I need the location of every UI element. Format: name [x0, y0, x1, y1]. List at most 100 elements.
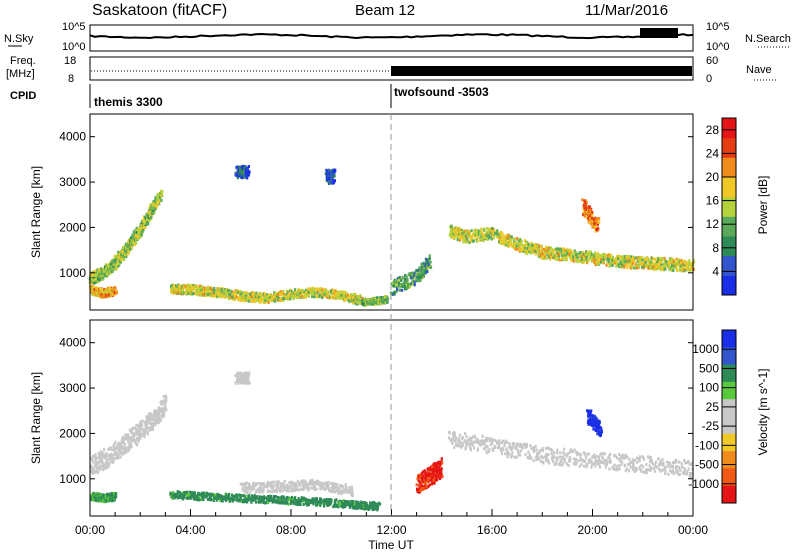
scatter-cell — [325, 295, 328, 299]
scatter-cell — [317, 289, 320, 293]
scatter-cell — [481, 238, 484, 242]
scatter-cell — [566, 248, 570, 252]
scatter-cell — [364, 506, 368, 510]
scatter-cell — [191, 491, 194, 495]
scatter-cell — [114, 267, 117, 270]
scatter-cell — [161, 412, 164, 416]
scatter-cell — [327, 500, 330, 504]
scatter-cell — [95, 496, 98, 500]
scatter-cell — [309, 287, 312, 291]
scatter-cell — [290, 295, 293, 299]
scatter-cell — [562, 251, 565, 255]
scatter-cell — [282, 290, 285, 293]
scatter-cell — [677, 258, 680, 262]
scatter-cell — [219, 496, 222, 500]
scatter-cell — [539, 254, 542, 258]
scatter-cell — [104, 274, 107, 278]
scatter-cell — [343, 505, 347, 509]
scatter-cell — [413, 280, 416, 284]
scatter-cell — [333, 174, 336, 178]
scatter-cell — [129, 444, 133, 448]
scatter-cell — [169, 491, 172, 495]
scatter-cell — [355, 503, 358, 506]
scatter-cell — [238, 290, 241, 293]
scatter-cell — [211, 492, 214, 496]
scatter-cell — [99, 458, 102, 462]
scatter-cell — [120, 445, 124, 448]
scatter-cell — [245, 170, 248, 174]
scatter-cell — [237, 172, 241, 176]
scatter-cell — [333, 504, 336, 508]
scatter-cell — [584, 254, 587, 258]
scatter-cell — [585, 258, 588, 262]
scatter-cell — [328, 171, 331, 175]
scatter-cell — [280, 290, 283, 294]
scatter-cell — [250, 500, 253, 504]
scatter-cell — [470, 236, 473, 240]
scatter-cell — [151, 422, 154, 426]
scatter-cell — [228, 498, 232, 502]
scatter-cell — [262, 496, 265, 500]
scatter-cell — [594, 227, 597, 231]
scatter-cell — [348, 503, 351, 507]
scatter-cell — [116, 446, 119, 450]
scatter-cell — [247, 169, 250, 173]
scatter-cell — [206, 292, 209, 296]
scatter-cell — [331, 175, 334, 179]
scatter-cell — [575, 254, 578, 258]
scatter-cell — [470, 229, 473, 233]
scatter-cell — [365, 502, 368, 506]
scatter-cell — [573, 249, 576, 253]
scatter-cell — [683, 259, 686, 263]
scatter-cell — [552, 254, 555, 258]
scatter-cell — [95, 492, 98, 496]
scatter-cell — [187, 288, 190, 292]
scatter-cell — [163, 399, 166, 403]
scatter-cell — [93, 281, 96, 285]
scatter-cell — [409, 282, 413, 286]
scatter-cell — [264, 296, 267, 300]
status-right-tick-top: 10^5 — [706, 21, 730, 33]
scatter-cell — [637, 256, 640, 260]
scatter-cell — [184, 490, 187, 494]
scatter-cell — [594, 253, 597, 257]
scatter-cell — [596, 262, 599, 265]
scatter-cell — [449, 233, 452, 237]
scatter-cell — [125, 255, 128, 259]
scatter-cell — [136, 231, 139, 235]
scatter-cell — [525, 252, 528, 256]
scatter-cell — [588, 252, 591, 256]
scatter-cell — [342, 295, 345, 298]
scatter-cell — [606, 261, 610, 265]
scatter-cell — [348, 500, 351, 504]
scatter-cell — [176, 288, 179, 292]
scatter-cell — [234, 171, 237, 175]
scatter-cell — [100, 455, 103, 459]
scatter-cell — [105, 454, 108, 458]
scatter-cell — [146, 222, 149, 226]
scatter-cell — [605, 263, 608, 267]
scatter-cell — [139, 436, 142, 440]
scatter-cell — [495, 234, 498, 238]
scatter-cell — [351, 296, 354, 300]
scatter-cell — [509, 240, 512, 244]
scatter-cell — [256, 294, 259, 298]
scatter-cell — [449, 225, 452, 229]
scatter-cell — [320, 501, 324, 504]
scatter-cell — [131, 426, 134, 430]
scatter-cell — [233, 291, 236, 295]
scatter-cell — [319, 497, 322, 501]
scatter-cell — [591, 225, 594, 229]
nave-block — [391, 66, 692, 76]
scatter-cell — [305, 291, 308, 295]
scatter-cell — [462, 240, 465, 244]
scatter-cell — [329, 181, 332, 185]
scatter-cell — [213, 493, 216, 497]
scatter-cell — [538, 252, 541, 255]
scatter-cell — [511, 243, 514, 247]
scatter-cell — [450, 225, 453, 229]
scatter-cell — [452, 227, 455, 231]
scatter-cell — [130, 236, 133, 240]
scatter-cell — [593, 251, 597, 255]
scatter-cell — [116, 256, 119, 259]
